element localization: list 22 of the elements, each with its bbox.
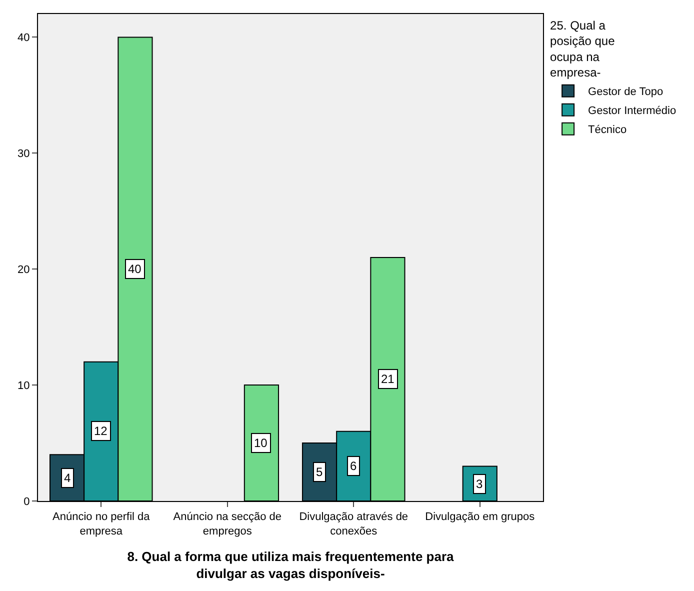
legend-title: 25. Qual a posição que ocupa na empresa- xyxy=(550,18,616,80)
data-label: 6 xyxy=(350,459,357,473)
x-tick-label: Anúncio no perfil da empresa xyxy=(52,511,151,538)
legend-label: Gestor de Topo xyxy=(588,86,664,98)
data-label: 5 xyxy=(316,465,323,479)
x-tick-label: Anúncio na secção de empregos xyxy=(173,511,282,538)
y-tick-label: 10 xyxy=(18,380,30,392)
y-tick-label: 30 xyxy=(18,148,30,160)
data-label: 12 xyxy=(94,424,108,438)
legend-label: Técnico xyxy=(588,124,627,136)
y-tick-label: 20 xyxy=(18,264,30,276)
x-tick-label: Divulgação através de conexões xyxy=(299,511,408,538)
data-label: 4 xyxy=(64,471,71,485)
x-axis-title: 8. Qual a forma que utiliza mais frequentemente para divulgar as vagas disponíveis- xyxy=(127,549,455,581)
data-label: 21 xyxy=(381,372,395,386)
data-label: 3 xyxy=(476,477,483,491)
legend-label: Gestor Intermédio xyxy=(588,105,676,118)
y-tick-label: 40 xyxy=(18,32,30,44)
x-tick-label: Divulgação em grupos xyxy=(425,511,536,524)
y-tick-label: 0 xyxy=(24,496,30,508)
data-label: 40 xyxy=(128,262,142,276)
data-label: 10 xyxy=(254,436,268,450)
